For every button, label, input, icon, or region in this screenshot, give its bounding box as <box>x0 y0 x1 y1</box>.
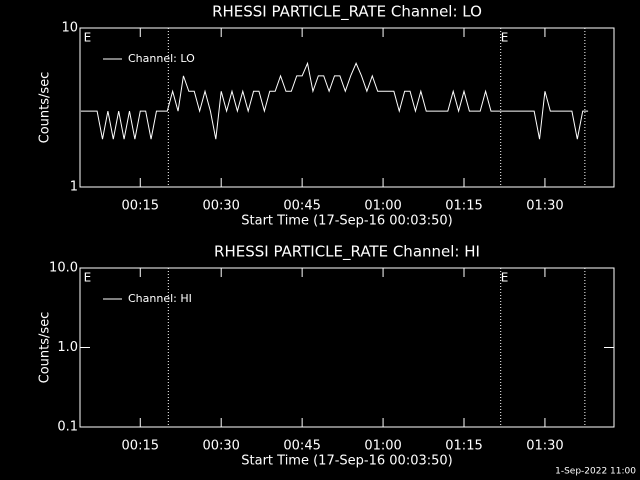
y-axis-label: Counts/sec <box>38 72 53 144</box>
x-tick-label: 00:30 <box>202 439 239 454</box>
y-tick-label: 1 <box>70 180 78 195</box>
x-tick-label: 01:30 <box>526 199 563 214</box>
x-tick-label: 00:15 <box>122 199 159 214</box>
chart-title: RHESSI PARTICLE_RATE Channel: HI <box>214 243 480 262</box>
x-tick-label: 00:15 <box>122 439 159 454</box>
x-tick-label: 01:00 <box>364 439 401 454</box>
y-tick-label: 1.0 <box>57 340 78 355</box>
event-label: E <box>84 31 92 45</box>
x-tick-label: 01:00 <box>364 199 401 214</box>
event-label: E <box>84 271 92 285</box>
x-tick-label: 00:45 <box>283 439 320 454</box>
event-label: E <box>501 31 509 45</box>
plot-frame <box>79 27 615 188</box>
x-tick-label: 00:45 <box>283 199 320 214</box>
footer: 1-Sep-2022 11:00 <box>555 467 636 477</box>
x-tick-label: 01:15 <box>445 439 482 454</box>
data-line <box>80 61 589 140</box>
y-axis-label: Counts/sec <box>38 312 53 384</box>
x-tick-label: 01:15 <box>445 199 482 214</box>
x-axis-label: Start Time (17-Sep-16 00:03:50) <box>241 214 452 229</box>
legend-label: Channel: LO <box>128 52 195 65</box>
x-tick-label: 00:30 <box>202 199 239 214</box>
x-axis-label: Start Time (17-Sep-16 00:03:50) <box>241 454 452 469</box>
y-tick-label: 10 <box>61 21 78 36</box>
y-tick-label: 0.1 <box>57 420 78 435</box>
y-tick-label: 10.0 <box>49 261 78 276</box>
chart-title: RHESSI PARTICLE_RATE Channel: LO <box>212 3 482 22</box>
x-tick-label: 01:30 <box>526 439 563 454</box>
legend-label: Channel: HI <box>128 292 192 305</box>
event-label: E <box>501 271 509 285</box>
